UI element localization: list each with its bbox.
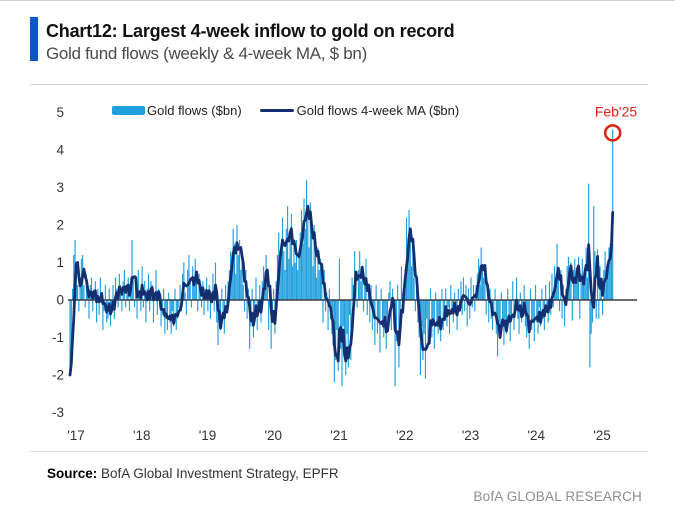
svg-text:1: 1 (56, 255, 64, 270)
svg-text:0: 0 (56, 293, 64, 308)
legend-label-ma: Gold flows 4-week MA ($bn) (296, 103, 460, 118)
y-axis-labels: 5 4 3 2 1 0 -1 -2 -3 (52, 105, 65, 420)
footer-divider (30, 451, 648, 452)
svg-text:'21: '21 (330, 428, 348, 443)
title-accent-bar (30, 17, 38, 61)
source-note: Source: BofA Global Investment Strategy,… (47, 466, 339, 481)
line-swatch-icon (259, 108, 294, 113)
svg-text:'19: '19 (199, 428, 217, 443)
svg-text:'17: '17 (67, 428, 85, 443)
source-label: Source: (47, 466, 98, 481)
svg-text:'25: '25 (593, 428, 611, 443)
chart-legend: Gold flows ($bn) Gold flows 4-week MA ($… (112, 103, 459, 118)
legend-label-gold-flows: Gold flows ($bn) (147, 103, 242, 118)
svg-text:-3: -3 (52, 405, 64, 420)
svg-text:3: 3 (56, 180, 64, 195)
legend-item-ma: Gold flows 4-week MA ($bn) (259, 103, 460, 118)
svg-text:2: 2 (56, 218, 64, 233)
svg-text:'20: '20 (264, 428, 282, 443)
svg-text:5: 5 (56, 105, 64, 120)
source-text: BofA Global Investment Strategy, EPFR (97, 466, 339, 481)
record-highlight-circle (603, 124, 622, 142)
svg-text:'24: '24 (527, 428, 545, 443)
gold-flows-bars (69, 129, 614, 387)
svg-text:4: 4 (56, 143, 64, 158)
chart-title: Chart12: Largest 4-week inflow to gold o… (46, 21, 455, 41)
annotation-feb25: Feb'25 (595, 103, 638, 119)
ma-line (68, 204, 615, 377)
svg-text:'23: '23 (462, 428, 480, 443)
brand-footer: BofA GLOBAL RESEARCH (473, 489, 642, 504)
chart-subtitle: Gold fund flows (weekly & 4-week MA, $ b… (46, 44, 367, 63)
bar-swatch-icon (112, 106, 145, 115)
svg-text:-1: -1 (52, 330, 64, 345)
svg-text:'22: '22 (396, 428, 414, 443)
svg-text:'18: '18 (133, 428, 151, 443)
legend-item-gold-flows: Gold flows ($bn) (112, 103, 242, 118)
header-divider (30, 84, 648, 85)
svg-text:-2: -2 (52, 368, 64, 383)
top-divider (0, 0, 675, 1)
x-axis-labels: '17 '18 '19 '20 '21 '22 '23 '24 '25 (67, 428, 611, 443)
